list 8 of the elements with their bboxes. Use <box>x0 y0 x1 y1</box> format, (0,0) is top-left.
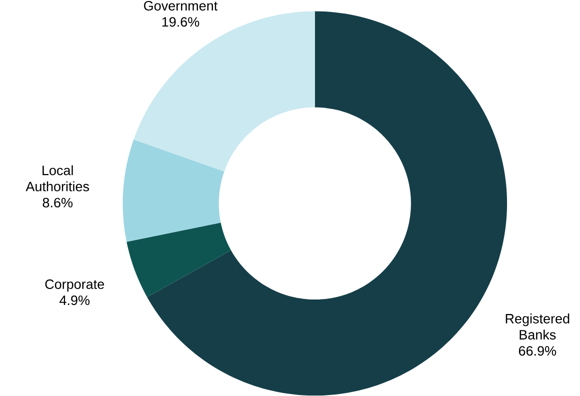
slice-label: Corporate <box>45 280 104 292</box>
slice-label: Local Authorities <box>26 165 90 192</box>
data-label: 4.9% <box>60 296 90 306</box>
slice-label: Government <box>144 1 218 11</box>
slice-label: Registered Banks <box>506 314 570 340</box>
data-label: 8.6% <box>42 198 73 208</box>
data-label: 19.6% <box>162 17 200 27</box>
data-label: 66.9% <box>518 346 556 356</box>
